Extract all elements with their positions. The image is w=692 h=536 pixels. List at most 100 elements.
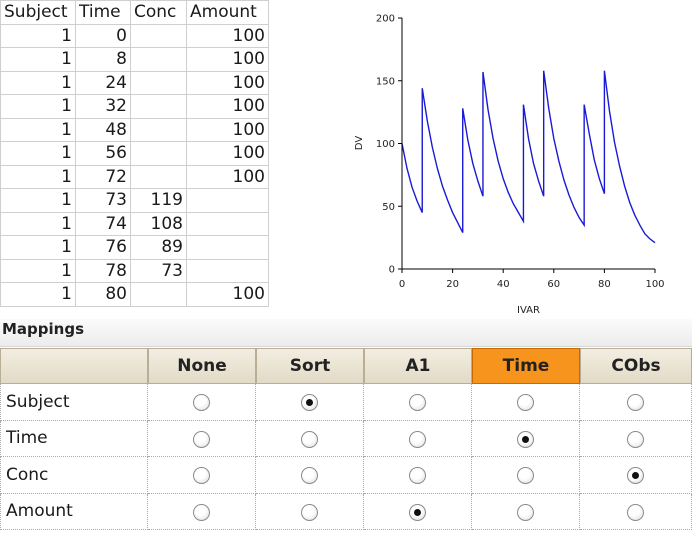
mapping-header-sort[interactable]: Sort — [256, 348, 364, 384]
mapping-radio-conc-none[interactable] — [193, 467, 210, 485]
grid-cell[interactable]: 100 — [186, 282, 269, 307]
grid-cell[interactable] — [130, 141, 187, 166]
mapping-radio-conc-cobs[interactable] — [627, 467, 644, 485]
grid-cell[interactable]: 1 — [0, 94, 76, 119]
grid-cell[interactable] — [130, 117, 187, 142]
grid-cell[interactable]: 56 — [75, 141, 131, 166]
grid-cell[interactable]: 73 — [130, 258, 187, 283]
grid-row[interactable]: 1 0 100 — [0, 23, 269, 48]
grid-cell[interactable]: 1 — [0, 141, 76, 166]
x-axis-label: IVAR — [517, 305, 540, 316]
grid-cell[interactable] — [130, 47, 187, 72]
grid-cell[interactable]: 48 — [75, 117, 131, 142]
grid-cell[interactable]: 119 — [130, 188, 187, 213]
grid-cell[interactable]: 73 — [75, 188, 131, 213]
grid-cell[interactable]: 1 — [0, 47, 76, 72]
grid-cell[interactable] — [186, 258, 269, 283]
grid-row[interactable]: 1 76 89 — [0, 235, 269, 260]
grid-cell[interactable]: 1 — [0, 70, 76, 95]
grid-cell[interactable]: 100 — [186, 70, 269, 95]
mapping-radio-subject-a1[interactable] — [409, 394, 426, 412]
grid-row[interactable]: 1 48 100 — [0, 117, 269, 142]
mapping-cell — [472, 384, 580, 421]
grid-row[interactable]: 1 56 100 — [0, 141, 269, 166]
grid-cell[interactable]: 80 — [75, 282, 131, 307]
grid-cell[interactable]: 24 — [75, 70, 131, 95]
grid-cell[interactable]: 1 — [0, 23, 76, 48]
x-tick-label: 20 — [446, 279, 459, 290]
grid-row[interactable]: 1 78 73 — [0, 258, 269, 283]
mapping-radio-time-cobs[interactable] — [627, 430, 644, 448]
grid-row[interactable]: 1 74 108 — [0, 211, 269, 236]
grid-cell[interactable]: 78 — [75, 258, 131, 283]
grid-cell[interactable]: 89 — [130, 235, 187, 260]
grid-column-header[interactable]: Conc — [130, 0, 187, 25]
grid-cell[interactable]: 72 — [75, 164, 131, 189]
grid-cell[interactable] — [130, 94, 187, 119]
grid-row[interactable]: 1 32 100 — [0, 94, 269, 119]
mapping-radio-time-a1[interactable] — [409, 430, 426, 448]
grid-cell[interactable]: 100 — [186, 141, 269, 166]
grid-cell[interactable]: 100 — [186, 23, 269, 48]
chart-dv-vs-ivar: 0 50 100 150 200 0 20 40 60 80 100 DV IVAR — [354, 14, 665, 317]
mapping-radio-time-none[interactable] — [193, 430, 210, 448]
grid-cell[interactable] — [130, 164, 187, 189]
grid-column-header[interactable]: Subject — [0, 0, 76, 25]
grid-cell[interactable]: 100 — [186, 47, 269, 72]
mapping-radio-amount-a1[interactable] — [409, 503, 426, 521]
mapping-cell — [148, 457, 256, 494]
grid-column-header[interactable]: Time — [75, 0, 131, 25]
grid-cell[interactable]: 1 — [0, 235, 76, 260]
grid-cell[interactable]: 8 — [75, 47, 131, 72]
grid-cell[interactable] — [186, 188, 269, 213]
grid-row[interactable]: 1 72 100 — [0, 164, 269, 189]
grid-cell[interactable]: 1 — [0, 188, 76, 213]
mapping-radio-amount-cobs[interactable] — [627, 503, 644, 521]
mapping-cell — [256, 420, 364, 457]
mapping-header-cobs[interactable]: CObs — [580, 348, 692, 384]
grid-cell[interactable]: 1 — [0, 282, 76, 307]
mapping-radio-subject-time[interactable] — [517, 394, 534, 412]
grid-cell[interactable]: 100 — [186, 94, 269, 119]
grid-cell[interactable]: 108 — [130, 211, 187, 236]
grid-cell[interactable]: 32 — [75, 94, 131, 119]
mapping-radio-subject-cobs[interactable] — [627, 394, 644, 412]
mapping-radio-amount-time[interactable] — [517, 503, 534, 521]
grid-cell[interactable]: 1 — [0, 164, 76, 189]
mapping-radio-amount-sort[interactable] — [301, 503, 318, 521]
grid-row[interactable]: 1 24 100 — [0, 70, 269, 95]
mapping-radio-time-sort[interactable] — [301, 430, 318, 448]
grid-cell[interactable] — [130, 23, 187, 48]
grid-cell[interactable]: 1 — [0, 258, 76, 283]
grid-cell[interactable]: 0 — [75, 23, 131, 48]
grid-cell[interactable] — [130, 70, 187, 95]
grid-cell[interactable]: 100 — [186, 164, 269, 189]
mapping-header-a1[interactable]: A1 — [364, 348, 472, 384]
grid-cell[interactable]: 1 — [0, 211, 76, 236]
mapping-radio-time-time[interactable] — [517, 430, 534, 448]
mapping-radio-conc-sort[interactable] — [301, 467, 318, 485]
mapping-radio-subject-none[interactable] — [193, 394, 210, 412]
grid-cell[interactable] — [130, 282, 187, 307]
grid-cell[interactable]: 74 — [75, 211, 131, 236]
mapping-radio-conc-time[interactable] — [517, 467, 534, 485]
data-grid[interactable]: Subject Time Conc Amount 1 0 100 1 8 100 1 24 100 1 32… — [0, 0, 269, 307]
mapping-radio-subject-sort[interactable] — [301, 394, 318, 412]
grid-cell[interactable]: 76 — [75, 235, 131, 260]
mapping-radio-amount-none[interactable] — [193, 503, 210, 521]
grid-cell[interactable] — [186, 235, 269, 260]
mapping-header-none[interactable]: None — [148, 348, 256, 384]
grid-row[interactable]: 1 73 119 — [0, 188, 269, 213]
mapping-cell — [580, 493, 692, 530]
mapping-cell — [364, 384, 472, 421]
grid-column-header[interactable]: Amount — [186, 0, 269, 25]
grid-cell[interactable] — [186, 211, 269, 236]
grid-row[interactable]: 1 80 100 — [0, 282, 269, 307]
mapping-row-label: Conc — [0, 457, 148, 494]
mapping-row-amount: Amount — [0, 493, 692, 530]
grid-cell[interactable]: 1 — [0, 117, 76, 142]
grid-row[interactable]: 1 8 100 — [0, 47, 269, 72]
mapping-header-time[interactable]: Time — [472, 348, 580, 384]
mapping-radio-conc-a1[interactable] — [409, 467, 426, 485]
grid-cell[interactable]: 100 — [186, 117, 269, 142]
